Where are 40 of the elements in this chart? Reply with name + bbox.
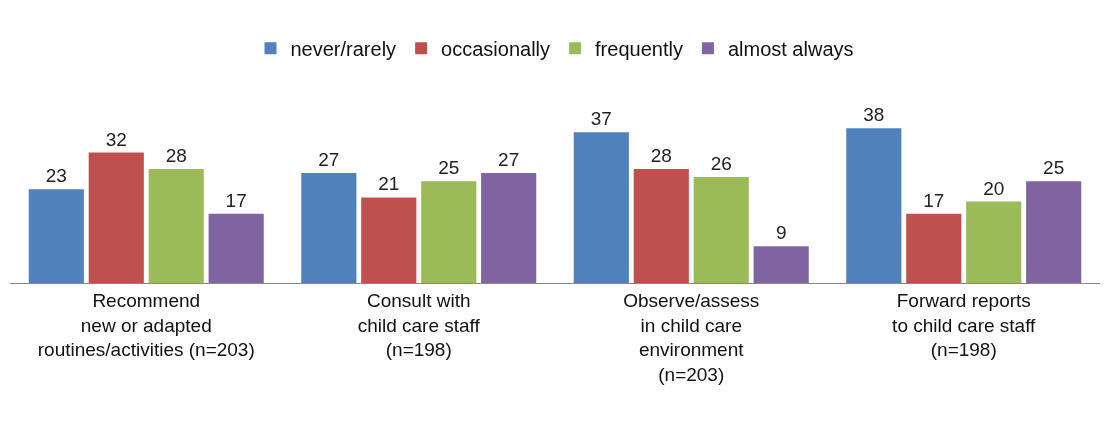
bar xyxy=(301,172,357,283)
data-label: 21 xyxy=(378,173,400,195)
data-label: 9 xyxy=(775,222,787,244)
bar xyxy=(906,213,962,283)
data-label: 28 xyxy=(650,144,672,166)
bar xyxy=(966,201,1022,283)
bar xyxy=(88,152,144,283)
data-label: 37 xyxy=(590,108,612,130)
bar xyxy=(633,168,689,283)
bar xyxy=(28,189,84,283)
bar xyxy=(846,128,902,283)
data-label: 25 xyxy=(1043,157,1065,179)
x-tick-label: Forward reports to child care staff (n=198) xyxy=(892,289,1037,361)
bar xyxy=(1026,181,1082,283)
legend-label: frequently xyxy=(595,38,683,61)
bar xyxy=(753,246,809,283)
data-label: 17 xyxy=(923,189,945,211)
bar xyxy=(481,172,537,283)
legend-label: occasionally xyxy=(441,38,551,61)
data-label: 23 xyxy=(45,165,67,187)
bar xyxy=(148,168,204,283)
data-label: 27 xyxy=(318,148,340,170)
x-tick-label: Recommend new or adapted routines/activities (n=203) xyxy=(37,289,255,361)
bar xyxy=(208,213,264,283)
data-label: 25 xyxy=(438,157,460,179)
data-label: 28 xyxy=(165,144,187,166)
data-label: 27 xyxy=(498,148,520,170)
data-label: 32 xyxy=(105,128,127,150)
legend-label: never/rarely xyxy=(290,38,397,61)
bar xyxy=(693,177,749,283)
data-label: 26 xyxy=(710,153,732,175)
x-tick-label: Consult with child care staff (n=198) xyxy=(357,289,481,361)
data-label: 17 xyxy=(225,189,247,211)
bar xyxy=(573,132,629,283)
data-label: 38 xyxy=(863,104,885,126)
bar xyxy=(361,197,417,283)
data-label: 20 xyxy=(983,177,1005,199)
legend-label: almost always xyxy=(727,38,854,61)
x-tick-label: Observe/assess in child care environment (n=203) xyxy=(623,289,760,385)
bar xyxy=(421,181,477,283)
